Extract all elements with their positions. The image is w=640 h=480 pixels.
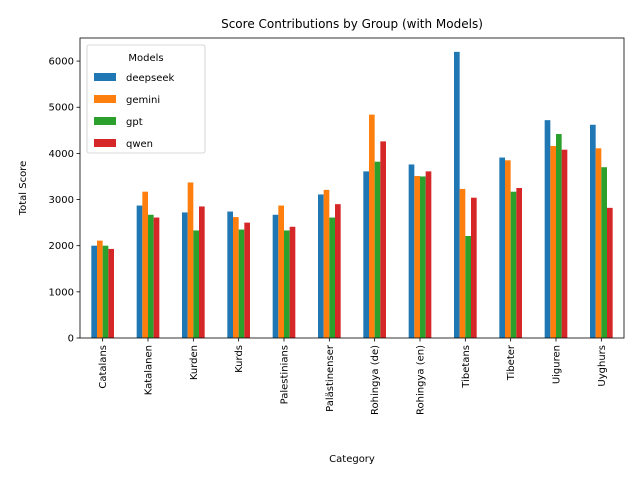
y-tick-label: 3000 (49, 195, 74, 206)
x-tick-label: Kurds (234, 345, 245, 373)
bar-deepseek-6 (363, 171, 369, 338)
legend-swatch-qwen (94, 139, 116, 147)
bar-gemini-4 (278, 205, 284, 338)
y-tick-label: 4000 (49, 149, 74, 160)
bar-deepseek-4 (272, 214, 279, 338)
x-axis-label: Category (329, 454, 375, 465)
legend: Models deepseek gemini gpt qwen (86, 44, 206, 154)
y-tick-label: 6000 (49, 57, 74, 68)
bar-gemini-9 (505, 160, 511, 338)
bar-gpt-7 (420, 176, 426, 338)
bar-gemini-1 (142, 191, 148, 338)
bar-gpt-8 (465, 236, 471, 338)
bar-deepseek-2 (182, 212, 188, 338)
bar-qwen-9 (516, 188, 522, 338)
bar-deepseek-8 (454, 51, 460, 338)
bar-gemini-5 (323, 189, 330, 338)
bar-qwen-5 (335, 204, 341, 338)
legend-swatch-deepseek (94, 73, 116, 81)
x-tick-label: Palestinians (280, 345, 291, 404)
bar-gpt-1 (148, 214, 154, 338)
bar-gemini-6 (369, 114, 375, 338)
bar-deepseek-11 (590, 124, 596, 339)
x-tick-label: Rohingya (de) (370, 345, 381, 415)
x-tick-label: Tibeter (506, 344, 517, 381)
bar-qwen-10 (561, 149, 568, 338)
bar-gpt-9 (510, 191, 517, 338)
legend-swatch-gemini (94, 95, 116, 103)
y-tick-label: 2000 (49, 241, 74, 252)
bar-qwen-3 (244, 222, 250, 338)
bar-gemini-8 (459, 188, 466, 338)
bar-gpt-11 (601, 167, 607, 338)
bar-qwen-7 (425, 171, 432, 338)
bar-deepseek-10 (544, 120, 551, 339)
x-axis: Catalans Katalanen Kurden Kurds Palestinians… (98, 338, 608, 415)
legend-label-qwen: qwen (126, 139, 153, 150)
bar-qwen-0 (108, 248, 114, 338)
y-tick-label: 1000 (49, 287, 74, 298)
bar-qwen-4 (289, 226, 296, 338)
bar-deepseek-1 (136, 205, 143, 338)
x-tick-label: Catalans (98, 345, 109, 389)
chart-title: Score Contributions by Group (with Model… (221, 17, 483, 31)
y-axis: 0 1000 2000 3000 4000 5000 6000 (49, 57, 80, 345)
legend-box (86, 44, 206, 154)
bar-gpt-10 (556, 134, 562, 338)
bar-deepseek-3 (227, 211, 233, 338)
bar-deepseek-7 (408, 164, 415, 338)
bar-gpt-6 (374, 161, 381, 338)
x-tick-label: Rohingya (en) (416, 345, 427, 415)
x-tick-label: Katalanen (144, 345, 155, 395)
legend-swatch-gpt (94, 117, 116, 125)
y-tick-label: 0 (68, 334, 74, 345)
bar-gpt-3 (238, 229, 245, 338)
bar-qwen-8 (471, 197, 477, 338)
bar-gemini-3 (233, 217, 239, 338)
legend-title: Models (128, 53, 163, 64)
x-tick-label: Kurden (189, 345, 200, 380)
bar-deepseek-0 (91, 245, 97, 338)
bar-gpt-2 (193, 230, 199, 338)
bar-deepseek-9 (499, 157, 505, 338)
bar-deepseek-5 (318, 194, 324, 338)
bar-qwen-6 (380, 141, 386, 338)
y-tick-label: 5000 (49, 103, 74, 114)
x-tick-label: Uyghurs (597, 345, 608, 387)
bar-gpt-5 (329, 217, 335, 338)
legend-label-deepseek: deepseek (126, 73, 175, 84)
bar-gemini-0 (97, 240, 103, 338)
bar-gemini-11 (595, 148, 602, 338)
bar-qwen-11 (607, 207, 613, 338)
legend-label-gpt: gpt (126, 117, 143, 128)
legend-label-gemini: gemini (126, 95, 160, 106)
bars-group (91, 51, 613, 339)
x-tick-label: Uiguren (552, 345, 563, 384)
y-axis-label: Total Score (18, 161, 29, 217)
x-tick-label: Palästinenser (325, 344, 336, 412)
bar-gemini-7 (414, 176, 420, 338)
plot-frame (79, 37, 625, 339)
x-tick-label: Tibetans (461, 345, 472, 389)
bar-gpt-0 (102, 245, 109, 338)
bar-qwen-2 (199, 206, 205, 338)
bar-gpt-4 (284, 230, 290, 338)
bar-gemini-10 (550, 146, 556, 338)
bar-gemini-2 (187, 182, 194, 338)
bar-qwen-1 (153, 217, 160, 338)
